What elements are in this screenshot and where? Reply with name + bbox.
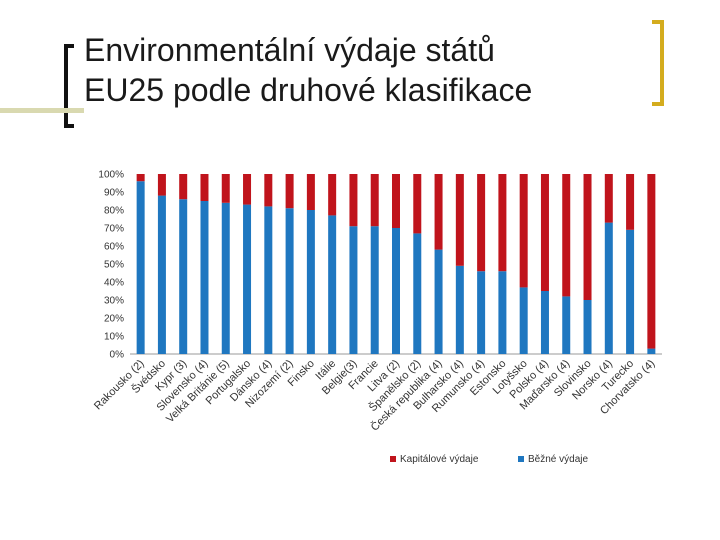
bar-segment-kapitalove (519, 174, 528, 288)
y-tick-label: 10% (104, 332, 124, 343)
bar-segment-kapitalove (477, 174, 486, 272)
bar-segment-bezne (179, 199, 188, 354)
legend-swatch (518, 456, 524, 462)
bar-segment-bezne (413, 233, 422, 354)
right-bracket-decoration (652, 20, 664, 106)
bar-segment-kapitalove (328, 174, 337, 216)
bar-segment-kapitalove (200, 174, 209, 201)
bar-segment-kapitalove (604, 174, 613, 223)
bar-segment-kapitalove (583, 174, 592, 300)
bar-segment-kapitalove (562, 174, 571, 297)
slide-title: Environmentální výdaje států EU25 podle … (84, 30, 624, 110)
bar-segment-kapitalove (455, 174, 464, 266)
bar-segment-kapitalove (647, 174, 656, 349)
y-tick-label: 40% (104, 278, 124, 289)
bar-segment-bezne (626, 229, 635, 354)
bar-segment-kapitalove (285, 174, 294, 209)
stacked-bar-chart: 0%10%20%30%40%50%60%70%80%90%100%Rakousk… (92, 170, 662, 465)
bar-segment-bezne (540, 291, 549, 354)
bar-segment-bezne (604, 222, 613, 354)
bar-segment-bezne (477, 271, 486, 354)
bar-segment-kapitalove (540, 174, 549, 291)
slide-title-line-1: Environmentální výdaje států (84, 32, 495, 68)
bar-segment-kapitalove (179, 174, 188, 200)
y-tick-label: 100% (98, 170, 124, 181)
y-tick-label: 90% (104, 188, 124, 199)
bar-segment-kapitalove (434, 174, 443, 250)
bar-segment-kapitalove (392, 174, 400, 228)
y-tick-label: 80% (104, 206, 124, 217)
bar-segment-kapitalove (306, 174, 315, 210)
bar-segment-kapitalove (349, 174, 358, 227)
y-tick-label: 30% (104, 296, 124, 307)
bar-segment-bezne (647, 348, 656, 354)
bar-segment-kapitalove (370, 174, 379, 227)
bar-segment-bezne (221, 202, 230, 354)
bar-segment-bezne (200, 201, 209, 354)
legend-swatch (390, 456, 396, 462)
bar-segment-kapitalove (221, 174, 230, 203)
bar-segment-bezne (562, 296, 571, 354)
bar-segment-bezne (519, 287, 528, 354)
left-bracket-decoration (64, 44, 74, 128)
y-tick-label: 60% (104, 242, 124, 253)
bar-segment-kapitalove (157, 174, 166, 196)
y-tick-label: 50% (104, 260, 124, 271)
title-underline-rule (0, 108, 84, 113)
bar-segment-bezne (328, 215, 337, 354)
bar-segment-bezne (264, 206, 273, 354)
bar-segment-bezne (136, 181, 145, 354)
bar-segment-kapitalove (264, 174, 273, 207)
bar-segment-bezne (583, 300, 592, 354)
bar-segment-bezne (157, 195, 166, 354)
bar-segment-kapitalove (136, 174, 145, 182)
bar-segment-bezne (349, 226, 358, 354)
bar-segment-bezne (498, 271, 507, 354)
bar-segment-bezne (455, 265, 464, 354)
legend-label: Běžné výdaje (528, 454, 588, 465)
bar-segment-kapitalove (498, 174, 507, 272)
y-tick-label: 0% (110, 350, 125, 361)
bar-segment-kapitalove (413, 174, 422, 234)
bar-segment-bezne (306, 210, 315, 354)
legend-label: Kapitálové výdaje (400, 454, 479, 465)
y-tick-label: 20% (104, 314, 124, 325)
y-tick-label: 70% (104, 224, 124, 235)
bar-segment-kapitalove (626, 174, 635, 230)
bar-segment-bezne (285, 208, 294, 354)
bar-segment-bezne (370, 226, 379, 354)
bar-segment-bezne (243, 204, 252, 354)
bar-segment-kapitalove (243, 174, 252, 205)
slide-title-line-2: EU25 podle druhové klasifikace (84, 72, 533, 108)
bar-segment-bezne (392, 228, 400, 354)
bar-segment-bezne (434, 249, 443, 354)
